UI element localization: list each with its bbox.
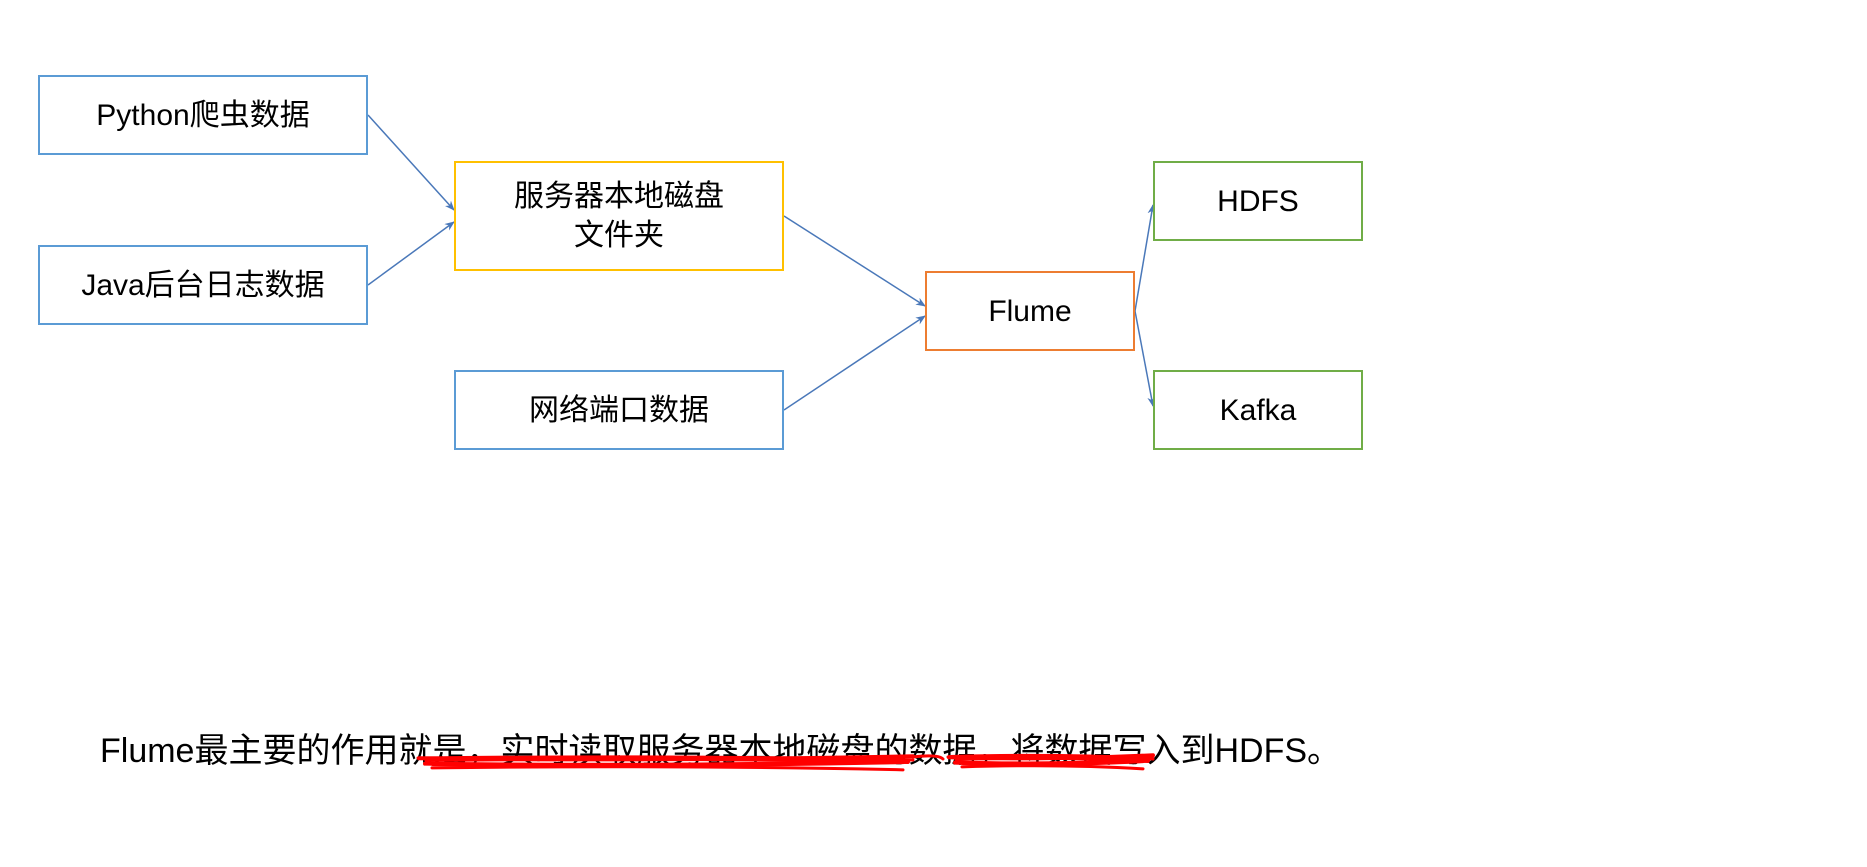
caption-end: HDFS。	[1214, 732, 1341, 770]
edge-python-disk	[368, 115, 454, 210]
caption-text: Flume最主要的作用就是，实时读取服务器本地磁盘的数据，将数据写入到HDFS。	[100, 723, 1341, 772]
node-java: Java后台日志数据	[38, 245, 368, 325]
node-kafka: Kafka	[1153, 370, 1363, 450]
caption-mid2: ，将数据写	[976, 732, 1146, 770]
edge-flume-hdfs	[1135, 205, 1153, 311]
edge-flume-kafka	[1135, 311, 1153, 406]
edge-disk-flume	[784, 216, 925, 306]
edge-java-disk	[368, 222, 454, 285]
node-hdfs: HDFS	[1153, 161, 1363, 241]
caption-mid3: 入到	[1146, 732, 1214, 770]
edge-net-flume	[784, 316, 925, 410]
node-flume: Flume	[925, 271, 1135, 351]
caption-mid1: 实时读取服务器本地磁盘的数据	[500, 732, 976, 770]
node-net: 网络端口数据	[454, 370, 784, 450]
node-python: Python爬虫数据	[38, 75, 368, 155]
node-disk: 服务器本地磁盘 文件夹	[454, 161, 784, 271]
caption-prefix: Flume最主要的作用就是，	[100, 732, 500, 770]
